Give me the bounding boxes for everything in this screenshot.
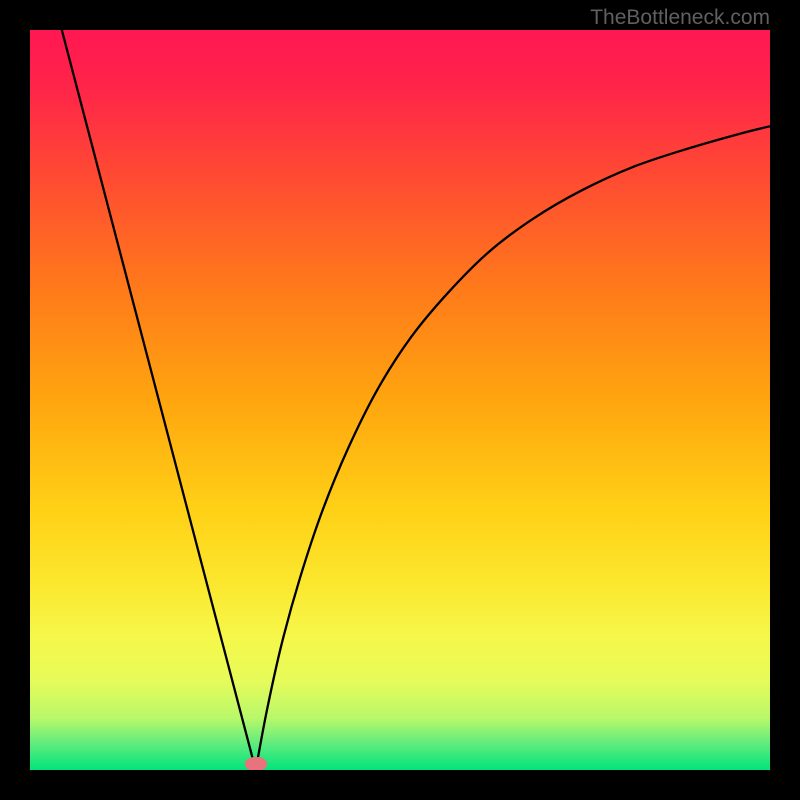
curve bbox=[30, 30, 770, 770]
watermark: TheBottleneck.com bbox=[590, 6, 770, 30]
minimum-marker bbox=[245, 757, 267, 770]
plot-area bbox=[30, 30, 770, 770]
